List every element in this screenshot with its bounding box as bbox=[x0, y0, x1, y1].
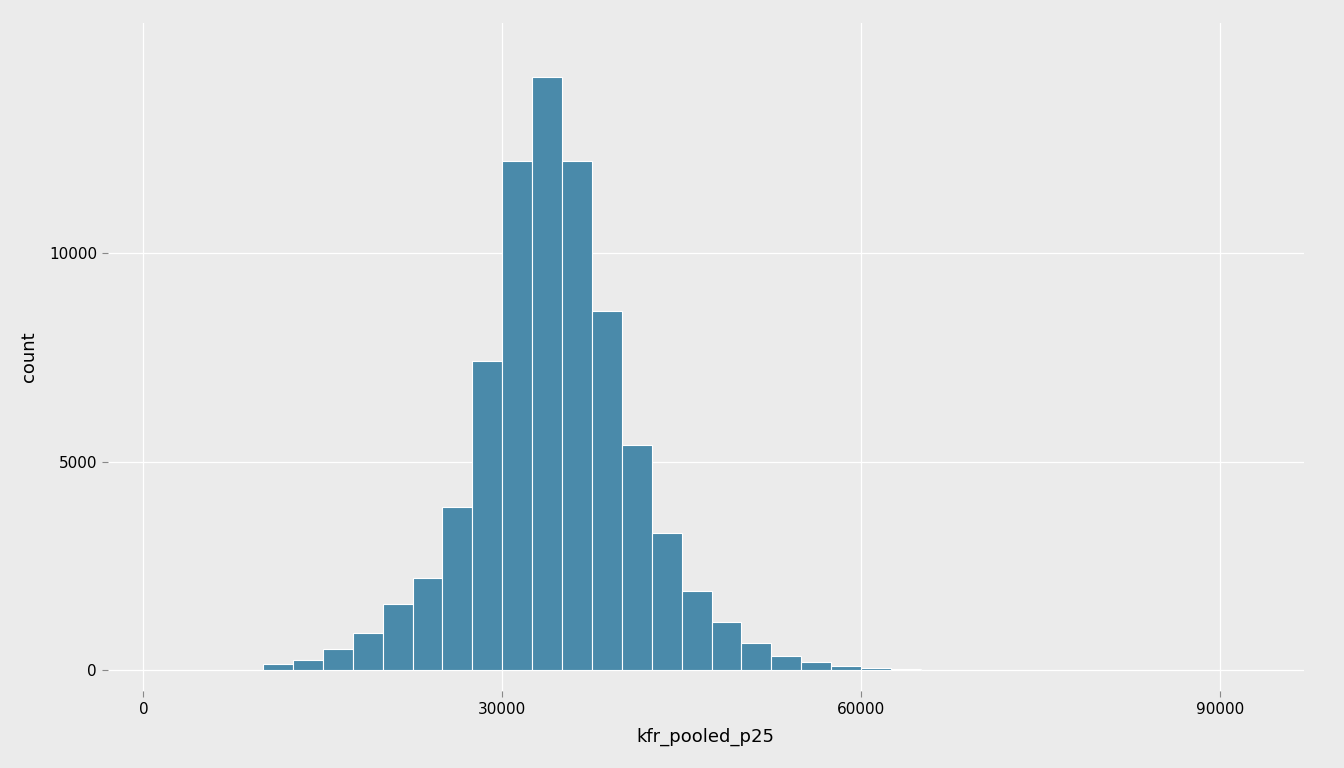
Bar bbox=[622, 445, 652, 670]
X-axis label: kfr_pooled_p25: kfr_pooled_p25 bbox=[637, 728, 774, 746]
Bar bbox=[652, 532, 681, 670]
Y-axis label: count: count bbox=[20, 332, 38, 382]
Bar bbox=[263, 664, 293, 670]
Bar bbox=[862, 668, 891, 670]
Bar bbox=[383, 604, 413, 670]
Bar bbox=[413, 578, 442, 670]
Bar bbox=[293, 660, 323, 670]
Bar bbox=[711, 622, 742, 670]
Bar bbox=[742, 643, 771, 670]
Bar bbox=[801, 662, 831, 670]
Bar bbox=[831, 666, 862, 670]
Bar bbox=[562, 161, 591, 670]
Bar bbox=[532, 78, 562, 670]
Bar bbox=[591, 311, 622, 670]
Bar bbox=[681, 591, 711, 670]
Bar bbox=[442, 508, 472, 670]
Bar bbox=[323, 650, 352, 670]
Bar bbox=[771, 656, 801, 670]
Bar bbox=[352, 633, 383, 670]
Bar bbox=[503, 161, 532, 670]
Bar bbox=[472, 361, 503, 670]
